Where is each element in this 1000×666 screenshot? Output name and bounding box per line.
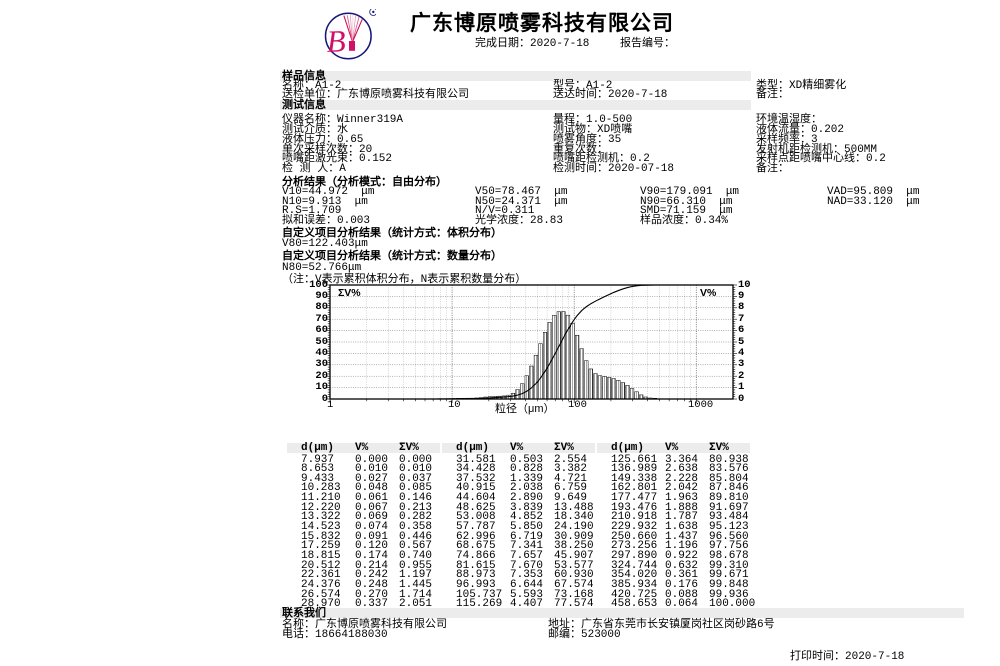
svg-text:B: B bbox=[326, 23, 346, 59]
